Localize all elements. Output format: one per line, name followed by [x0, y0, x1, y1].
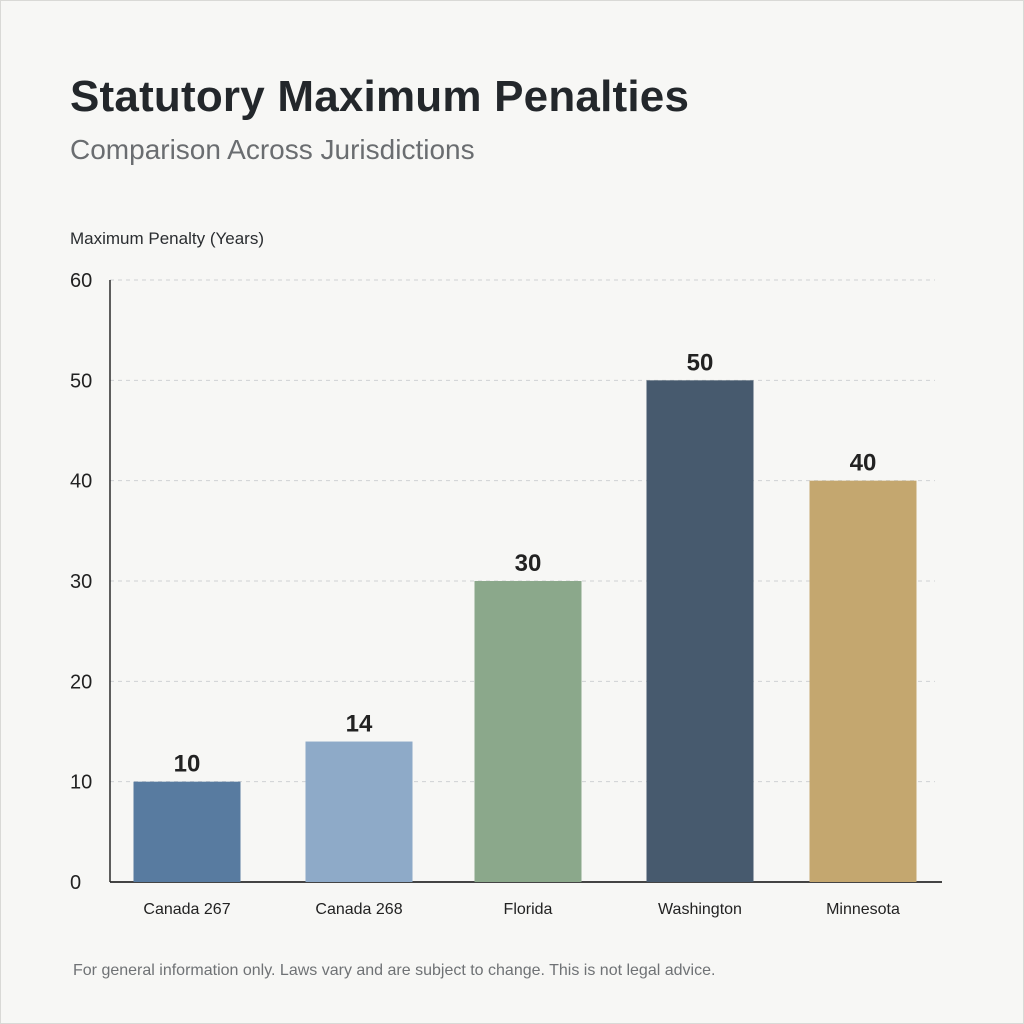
bar	[305, 741, 413, 882]
data-label: 50	[687, 349, 714, 376]
chart-title: Statutory Maximum Penalties	[70, 72, 690, 121]
x-tick-label: Minnesota	[826, 901, 900, 918]
y-tick-label: 30	[70, 571, 92, 593]
y-axis-label: Maximum Penalty (Years)	[70, 229, 264, 248]
data-label: 30	[515, 550, 542, 577]
chart-subtitle: Comparison Across Jurisdictions	[70, 134, 475, 165]
bar	[809, 480, 917, 882]
x-tick-label: Washington	[658, 901, 742, 918]
data-label: 14	[346, 711, 373, 738]
x-tick-label: Canada 267	[143, 901, 230, 918]
data-label: 40	[850, 450, 877, 477]
data-label: 10	[174, 751, 201, 778]
y-tick-label: 40	[70, 471, 92, 493]
y-tick-label: 10	[70, 772, 92, 794]
y-tick-label: 60	[70, 270, 92, 292]
y-tick-label: 20	[70, 671, 92, 693]
bar	[133, 781, 241, 882]
x-tick-label: Florida	[504, 901, 553, 918]
y-tick-label: 50	[70, 370, 92, 392]
y-tick-label: 0	[70, 872, 81, 894]
footnote: For general information only. Laws vary …	[73, 962, 716, 979]
bar	[474, 581, 582, 882]
bar	[646, 380, 754, 882]
x-tick-label: Canada 268	[315, 901, 402, 918]
